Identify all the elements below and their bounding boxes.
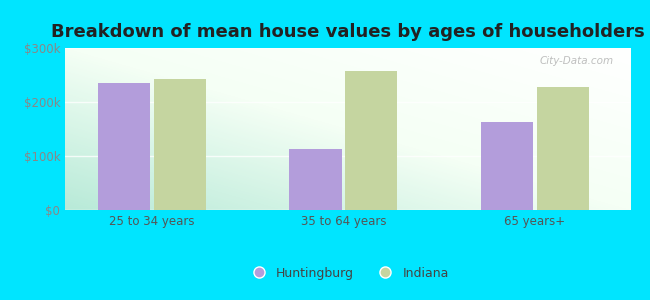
Bar <box>154 79 206 210</box>
Bar <box>289 149 342 210</box>
Bar <box>98 83 150 210</box>
Text: City-Data.com: City-Data.com <box>540 56 614 66</box>
Bar <box>345 71 397 210</box>
Bar <box>481 122 533 210</box>
Bar <box>536 87 589 210</box>
Legend: Huntingburg, Indiana: Huntingburg, Indiana <box>241 262 454 285</box>
Title: Breakdown of mean house values by ages of householders: Breakdown of mean house values by ages o… <box>51 23 645 41</box>
